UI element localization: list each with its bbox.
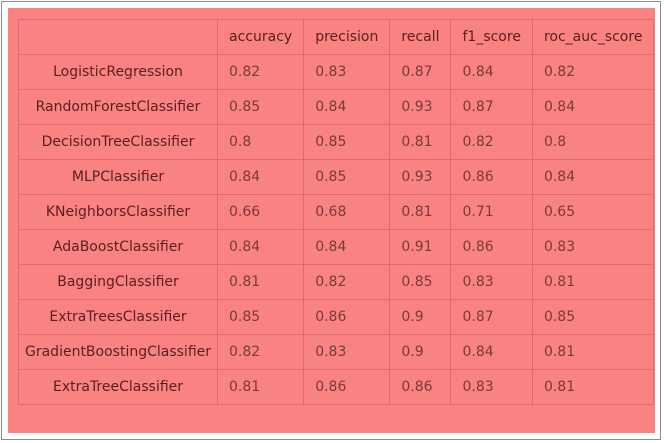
header-row: accuracy precision recall f1_score roc_auc_s…	[17, 19, 655, 55]
table-row: BaggingClassifier 0.81 0.82 0.85 0.83 0.81	[17, 264, 655, 300]
metric-cell-roc-auc-score: 0.84	[531, 89, 655, 125]
metric-cell-f1-score: 0.86	[450, 159, 533, 195]
metric-cell-precision: 0.85	[303, 124, 391, 160]
metrics-table: accuracy precision recall f1_score roc_auc_s…	[17, 19, 655, 405]
metric-cell-recall: 0.91	[389, 229, 452, 265]
metric-cell-roc-auc-score: 0.65	[531, 194, 655, 230]
metric-cell-recall: 0.81	[389, 194, 452, 230]
metric-cell-recall: 0.81	[389, 124, 452, 160]
metric-cell-roc-auc-score: 0.83	[531, 229, 655, 265]
metric-cell-precision: 0.84	[303, 229, 391, 265]
table-panel: accuracy precision recall f1_score roc_auc_s…	[8, 8, 655, 433]
metric-cell-roc-auc-score: 0.84	[531, 159, 655, 195]
metric-cell-roc-auc-score: 0.82	[531, 54, 655, 90]
table-row: GradientBoostingClassifier 0.82 0.83 0.9 0.8…	[17, 334, 655, 370]
model-name-cell: DecisionTreeClassifier	[17, 124, 219, 160]
table-row: ExtraTreesClassifier 0.85 0.86 0.9 0.87 0.85	[17, 299, 655, 335]
header-cell-recall: recall	[389, 19, 452, 55]
metric-cell-recall: 0.9	[389, 334, 452, 370]
metric-cell-precision: 0.83	[303, 334, 391, 370]
metric-cell-precision: 0.85	[303, 159, 391, 195]
metric-cell-accuracy: 0.85	[217, 89, 305, 125]
metric-cell-accuracy: 0.81	[217, 264, 305, 300]
metric-cell-recall: 0.87	[389, 54, 452, 90]
header-cell-accuracy: accuracy	[217, 19, 305, 55]
metric-cell-f1-score: 0.83	[450, 369, 533, 405]
header-cell-f1-score: f1_score	[450, 19, 533, 55]
metric-cell-precision: 0.86	[303, 369, 391, 405]
model-name-cell: ExtraTreeClassifier	[17, 369, 219, 405]
metric-cell-accuracy: 0.84	[217, 159, 305, 195]
metric-cell-f1-score: 0.84	[450, 334, 533, 370]
metric-cell-roc-auc-score: 0.81	[531, 334, 655, 370]
metric-cell-precision: 0.82	[303, 264, 391, 300]
header-cell-corner	[17, 19, 219, 55]
metric-cell-accuracy: 0.81	[217, 369, 305, 405]
table-row: LogisticRegression 0.82 0.83 0.87 0.84 0.82	[17, 54, 655, 90]
metric-cell-recall: 0.93	[389, 159, 452, 195]
model-name-cell: AdaBoostClassifier	[17, 229, 219, 265]
model-name-cell: MLPClassifier	[17, 159, 219, 195]
metric-cell-f1-score: 0.83	[450, 264, 533, 300]
header-cell-roc-auc-score: roc_auc_score	[531, 19, 655, 55]
metric-cell-roc-auc-score: 0.8	[531, 124, 655, 160]
metric-cell-accuracy: 0.84	[217, 229, 305, 265]
metric-cell-f1-score: 0.71	[450, 194, 533, 230]
metric-cell-f1-score: 0.84	[450, 54, 533, 90]
metric-cell-accuracy: 0.66	[217, 194, 305, 230]
header-cell-precision: precision	[303, 19, 391, 55]
metric-cell-roc-auc-score: 0.85	[531, 299, 655, 335]
table-row: KNeighborsClassifier 0.66 0.68 0.81 0.71 0.65	[17, 194, 655, 230]
model-name-cell: ExtraTreesClassifier	[17, 299, 219, 335]
metric-cell-f1-score: 0.82	[450, 124, 533, 160]
metric-cell-f1-score: 0.86	[450, 229, 533, 265]
table-row: RandomForestClassifier 0.85 0.84 0.93 0.87 0.…	[17, 89, 655, 125]
metric-cell-precision: 0.83	[303, 54, 391, 90]
metric-cell-precision: 0.86	[303, 299, 391, 335]
metric-cell-precision: 0.68	[303, 194, 391, 230]
table-row: MLPClassifier 0.84 0.85 0.93 0.86 0.84	[17, 159, 655, 195]
table-row: ExtraTreeClassifier 0.81 0.86 0.86 0.83 0.81	[17, 369, 655, 405]
model-name-cell: RandomForestClassifier	[17, 89, 219, 125]
table-header: accuracy precision recall f1_score roc_auc_s…	[17, 19, 655, 55]
table-row: DecisionTreeClassifier 0.8 0.85 0.81 0.82 0.8	[17, 124, 655, 160]
metric-cell-accuracy: 0.82	[217, 54, 305, 90]
metric-cell-roc-auc-score: 0.81	[531, 264, 655, 300]
metric-cell-accuracy: 0.8	[217, 124, 305, 160]
metric-cell-f1-score: 0.87	[450, 89, 533, 125]
model-name-cell: LogisticRegression	[17, 54, 219, 90]
metric-cell-f1-score: 0.87	[450, 299, 533, 335]
metric-cell-precision: 0.84	[303, 89, 391, 125]
metric-cell-recall: 0.9	[389, 299, 452, 335]
metric-cell-recall: 0.85	[389, 264, 452, 300]
model-name-cell: BaggingClassifier	[17, 264, 219, 300]
metric-cell-recall: 0.93	[389, 89, 452, 125]
metric-cell-accuracy: 0.82	[217, 334, 305, 370]
metric-cell-roc-auc-score: 0.81	[531, 369, 655, 405]
table-body: LogisticRegression 0.82 0.83 0.87 0.84 0.82 Ra…	[17, 54, 655, 405]
metric-cell-recall: 0.86	[389, 369, 452, 405]
metric-cell-accuracy: 0.85	[217, 299, 305, 335]
table-row: AdaBoostClassifier 0.84 0.84 0.91 0.86 0.83	[17, 229, 655, 265]
model-name-cell: GradientBoostingClassifier	[17, 334, 219, 370]
model-name-cell: KNeighborsClassifier	[17, 194, 219, 230]
